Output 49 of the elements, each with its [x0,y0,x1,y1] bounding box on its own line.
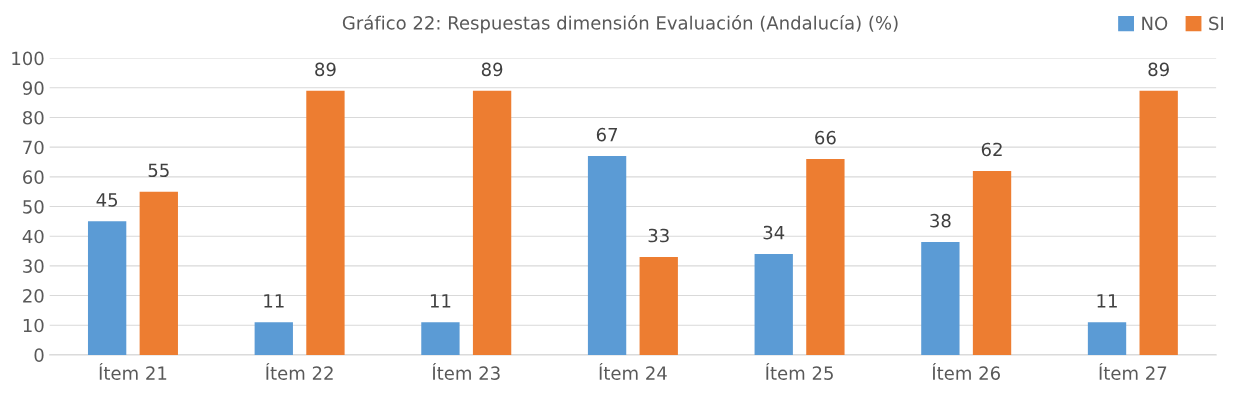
x-tick-label: Ítem 21 [99,363,167,380]
y-tick-label: 90 [22,81,44,95]
bar [472,90,512,355]
data-label: 89 [481,62,503,77]
bar [1087,322,1127,355]
bar [421,322,460,355]
y-tick-label: 0 [34,348,44,362]
bar [1139,90,1178,355]
data-label: 38 [930,213,951,228]
y-tick-label: 40 [22,229,44,244]
bar [587,156,627,355]
y-tick-label: 10 [23,318,44,333]
data-label: 55 [148,163,169,178]
data-label: 11 [430,294,451,308]
x-tick-label: Ítem 25 [766,363,833,380]
data-label: 11 [1097,294,1117,308]
data-label: 89 [1148,62,1169,77]
y-tick-label: 20 [23,289,44,303]
chart-title: Gráfico 22: Respuestas dimensión Evaluación (Andalucía) (%) [342,14,898,34]
data-label: 67 [596,127,618,142]
bar [139,191,178,355]
y-tick-label: 50 [23,199,44,214]
data-label: 89 [315,62,336,77]
legend-label: SI [1209,16,1223,31]
x-tick-label: Ítem 24 [599,363,667,380]
bar [306,90,345,355]
legend-label: NO [1142,16,1168,31]
data-label: 33 [648,228,669,243]
y-tick-label: 70 [23,140,44,155]
data-label: 11 [264,294,284,308]
y-tick-label: 100 [12,51,44,66]
y-tick-label: 30 [23,259,44,273]
x-tick-label: Ítem 27 [1099,363,1167,380]
x-tick-label: Ítem 22 [266,363,333,380]
data-label: 66 [815,130,836,145]
data-label: 62 [981,142,1002,157]
y-tick-label: 60 [23,170,44,184]
data-label: 45 [96,193,118,207]
bar [254,322,293,355]
y-tick-label: 80 [23,110,44,125]
x-tick-label: Ítem 26 [932,363,1000,380]
bar [754,253,793,355]
bar [639,256,678,355]
bar [972,170,1012,355]
x-tick-label: Ítem 23 [432,363,500,380]
bar [87,221,127,355]
bar [921,242,960,355]
bar [806,159,845,355]
data-label: 34 [763,225,785,240]
